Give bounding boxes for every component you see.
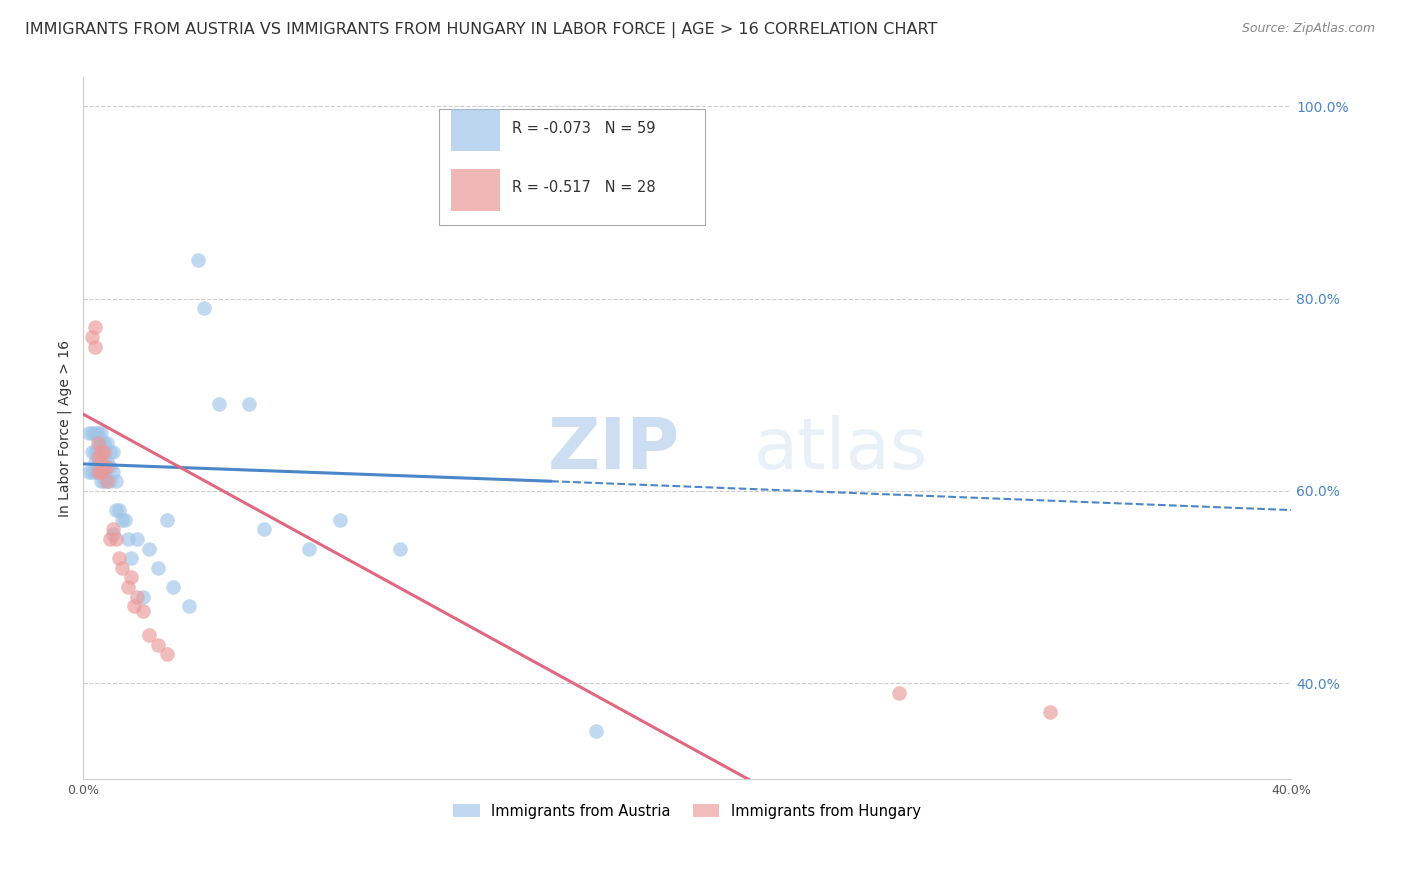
Point	[93, 474, 115, 488]
Point	[127, 590, 149, 604]
Point	[177, 599, 200, 614]
Point	[138, 541, 160, 556]
Point	[101, 445, 124, 459]
Point	[96, 474, 118, 488]
Point	[80, 426, 103, 441]
Point	[83, 445, 105, 459]
Point	[96, 474, 118, 488]
Point	[105, 532, 128, 546]
Point	[101, 522, 124, 536]
Point	[87, 445, 110, 459]
Point	[120, 570, 142, 584]
Point	[120, 551, 142, 566]
Point	[90, 435, 112, 450]
Point	[132, 590, 155, 604]
Point	[87, 431, 110, 445]
Point	[96, 455, 118, 469]
Point	[90, 465, 112, 479]
Point	[117, 580, 139, 594]
Point	[389, 541, 412, 556]
Point	[98, 474, 121, 488]
Point	[90, 455, 112, 469]
Point	[187, 253, 209, 268]
Point	[87, 435, 110, 450]
Point	[98, 445, 121, 459]
Point	[80, 330, 103, 344]
Point	[111, 513, 134, 527]
Point	[156, 513, 179, 527]
Point	[96, 435, 118, 450]
Point	[98, 532, 121, 546]
Point	[83, 320, 105, 334]
Point	[329, 513, 352, 527]
Point	[127, 532, 149, 546]
Legend: Immigrants from Austria, Immigrants from Hungary: Immigrants from Austria, Immigrants from…	[447, 798, 927, 824]
Point	[108, 551, 131, 566]
Point	[101, 527, 124, 541]
Point	[83, 426, 105, 441]
Point	[77, 426, 100, 441]
Point	[238, 397, 260, 411]
Point	[132, 604, 155, 618]
Point	[108, 503, 131, 517]
Text: R = -0.517   N = 28: R = -0.517 N = 28	[512, 180, 655, 195]
Point	[96, 459, 118, 474]
Text: IMMIGRANTS FROM AUSTRIA VS IMMIGRANTS FROM HUNGARY IN LABOR FORCE | AGE > 16 COR: IMMIGRANTS FROM AUSTRIA VS IMMIGRANTS FR…	[25, 22, 938, 38]
Point	[77, 465, 100, 479]
Point	[87, 450, 110, 465]
Point	[208, 397, 231, 411]
Point	[1039, 705, 1062, 719]
Point	[90, 474, 112, 488]
Point	[148, 560, 170, 574]
Point	[114, 513, 136, 527]
Point	[80, 445, 103, 459]
Text: R = -0.073   N = 59: R = -0.073 N = 59	[512, 121, 655, 136]
Point	[105, 474, 128, 488]
Point	[93, 445, 115, 459]
Point	[90, 426, 112, 441]
Text: ZIP: ZIP	[548, 415, 681, 483]
Point	[90, 455, 112, 469]
Bar	[451, 109, 499, 151]
Point	[90, 445, 112, 459]
Point	[253, 522, 276, 536]
Point	[111, 560, 134, 574]
Text: Source: ZipAtlas.com: Source: ZipAtlas.com	[1241, 22, 1375, 36]
Point	[83, 455, 105, 469]
Point	[298, 541, 321, 556]
Point	[83, 465, 105, 479]
Point	[148, 638, 170, 652]
Bar	[451, 169, 499, 211]
Text: atlas: atlas	[754, 415, 928, 483]
Point	[93, 435, 115, 450]
Point	[87, 465, 110, 479]
Point	[122, 599, 145, 614]
Point	[193, 301, 215, 315]
Point	[117, 532, 139, 546]
Point	[87, 465, 110, 479]
Point	[87, 426, 110, 441]
Point	[80, 465, 103, 479]
Point	[93, 459, 115, 474]
Point	[90, 465, 112, 479]
Point	[101, 465, 124, 479]
Point	[98, 459, 121, 474]
Point	[83, 340, 105, 354]
Point	[87, 441, 110, 455]
Point	[93, 450, 115, 465]
Y-axis label: In Labor Force | Age > 16: In Labor Force | Age > 16	[58, 340, 72, 516]
Point	[93, 459, 115, 474]
Point	[585, 724, 607, 739]
Point	[87, 465, 110, 479]
Point	[90, 445, 112, 459]
Point	[93, 465, 115, 479]
Point	[156, 647, 179, 661]
Point	[138, 628, 160, 642]
Point	[162, 580, 184, 594]
Point	[105, 503, 128, 517]
Point	[887, 686, 910, 700]
FancyBboxPatch shape	[439, 109, 706, 225]
Point	[87, 455, 110, 469]
